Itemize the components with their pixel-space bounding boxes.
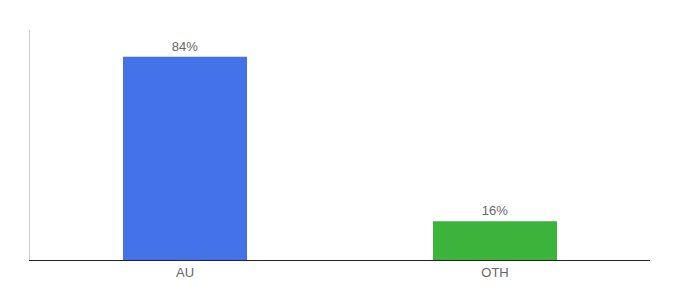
svg-text:84%: 84%: [172, 39, 198, 54]
svg-text:AU: AU: [176, 265, 194, 280]
svg-text:OTH: OTH: [481, 265, 508, 280]
svg-text:16%: 16%: [482, 203, 508, 218]
